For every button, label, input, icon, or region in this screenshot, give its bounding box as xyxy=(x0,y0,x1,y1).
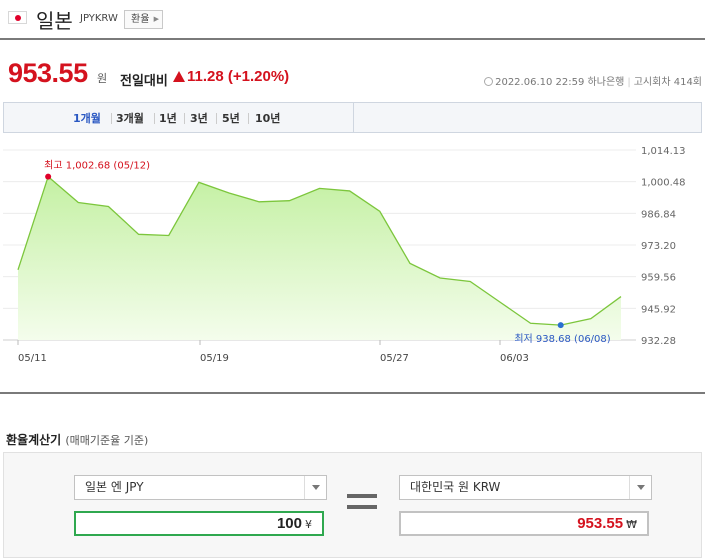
to-currency-value: 대한민국 원 KRW xyxy=(410,480,501,494)
fx-button-label: 환율 xyxy=(131,14,150,25)
y-tick-label: 986.84 xyxy=(641,209,676,220)
to-currency-select[interactable]: 대한민국 원 KRW xyxy=(399,475,652,500)
fx-button[interactable]: 환율 ▶ xyxy=(124,10,163,29)
tab-divider xyxy=(184,113,185,124)
y-tick-label: 1,014.13 xyxy=(641,146,686,157)
japan-flag-icon xyxy=(8,11,27,24)
x-tick-label: 05/27 xyxy=(380,353,409,364)
max-label: 최고 1,002.68 (05/12) xyxy=(44,160,150,172)
chevron-right-icon: ▶ xyxy=(153,15,159,23)
change-label: 전일대비 xyxy=(120,74,168,89)
to-amount-input[interactable]: 953.55 ₩ xyxy=(399,511,649,536)
bank-name: 하나은행 xyxy=(587,77,625,88)
tab-1-month[interactable]: 1개월 xyxy=(73,112,101,125)
x-axis: 05/11 05/19 05/27 06/03 xyxy=(17,340,529,364)
x-tick-label: 06/03 xyxy=(500,353,529,364)
y-tick-label: 945.92 xyxy=(641,304,676,315)
y-axis: 1,014.13 1,000.48 986.84 973.20 959.56 945.92… xyxy=(641,146,686,347)
exchange-rate: 953.55 xyxy=(8,58,88,88)
calculator-title: 환율계산기 (매매기준율 기준) xyxy=(6,431,148,448)
yen-symbol: ¥ xyxy=(305,518,312,531)
notice-info: 2022.06.10 22:59 하나은행 | 고시회차 414회 xyxy=(484,73,702,88)
x-tick-label: 05/19 xyxy=(200,353,229,364)
divider: | xyxy=(627,77,631,88)
tab-divider xyxy=(154,113,155,124)
notice-count: 고시회차 414회 xyxy=(633,77,702,88)
country-name: 일본 xyxy=(36,9,73,33)
min-label: 최저 938.68 (06/08) xyxy=(514,333,610,345)
equals-icon xyxy=(347,505,377,509)
currency-code: JPYKRW xyxy=(80,13,118,24)
won-symbol: ₩ xyxy=(626,518,637,531)
y-tick-label: 1,000.48 xyxy=(641,178,686,189)
equals-icon xyxy=(347,494,377,498)
calculator-subtitle: (매매기준율 기준) xyxy=(65,434,149,447)
y-tick-label: 973.20 xyxy=(641,241,676,252)
tabs-divider xyxy=(353,103,354,132)
rate-unit: 원 xyxy=(97,72,108,85)
clock-icon xyxy=(484,77,494,86)
tab-3-years[interactable]: 3년 xyxy=(190,112,208,125)
max-point xyxy=(45,173,52,180)
header: 일본 JPYKRW 환율 ▶ xyxy=(0,0,705,40)
y-tick-label: 959.56 xyxy=(641,273,676,284)
change-value: 11.28 (+1.20%) xyxy=(187,68,290,85)
tab-3-months[interactable]: 3개월 xyxy=(116,112,144,125)
from-currency-select[interactable]: 일본 엔 JPY xyxy=(74,475,327,500)
tab-5-years[interactable]: 5년 xyxy=(222,112,240,125)
rate-area xyxy=(18,176,621,340)
tab-10-years[interactable]: 10년 xyxy=(255,112,281,125)
chevron-down-icon xyxy=(629,476,651,499)
to-amount-value: 953.55 xyxy=(577,515,624,532)
tab-divider xyxy=(248,113,249,124)
rate-line xyxy=(17,175,622,326)
tab-divider xyxy=(216,113,217,124)
section-divider xyxy=(0,392,705,394)
x-tick-label: 05/11 xyxy=(18,353,47,364)
from-currency-value: 일본 엔 JPY xyxy=(85,480,144,494)
period-tabs: 1개월 3개월 1년 3년 5년 10년 xyxy=(3,102,702,133)
up-arrow-icon xyxy=(173,71,185,82)
from-amount-input[interactable]: 100 ¥ xyxy=(74,511,324,536)
calculator-title-text: 환율계산기 xyxy=(6,433,62,447)
min-point xyxy=(557,322,564,329)
chevron-down-icon xyxy=(304,476,326,499)
timestamp: 2022.06.10 22:59 xyxy=(495,77,585,88)
tab-1-year[interactable]: 1년 xyxy=(159,112,177,125)
y-tick-label: 932.28 xyxy=(641,336,676,347)
from-amount-value: 100 xyxy=(276,515,302,532)
rate-chart: 1,014.13 1,000.48 986.84 973.20 959.56 945.92… xyxy=(3,146,686,364)
flag-sun-icon xyxy=(15,15,21,21)
tab-divider xyxy=(111,113,112,124)
